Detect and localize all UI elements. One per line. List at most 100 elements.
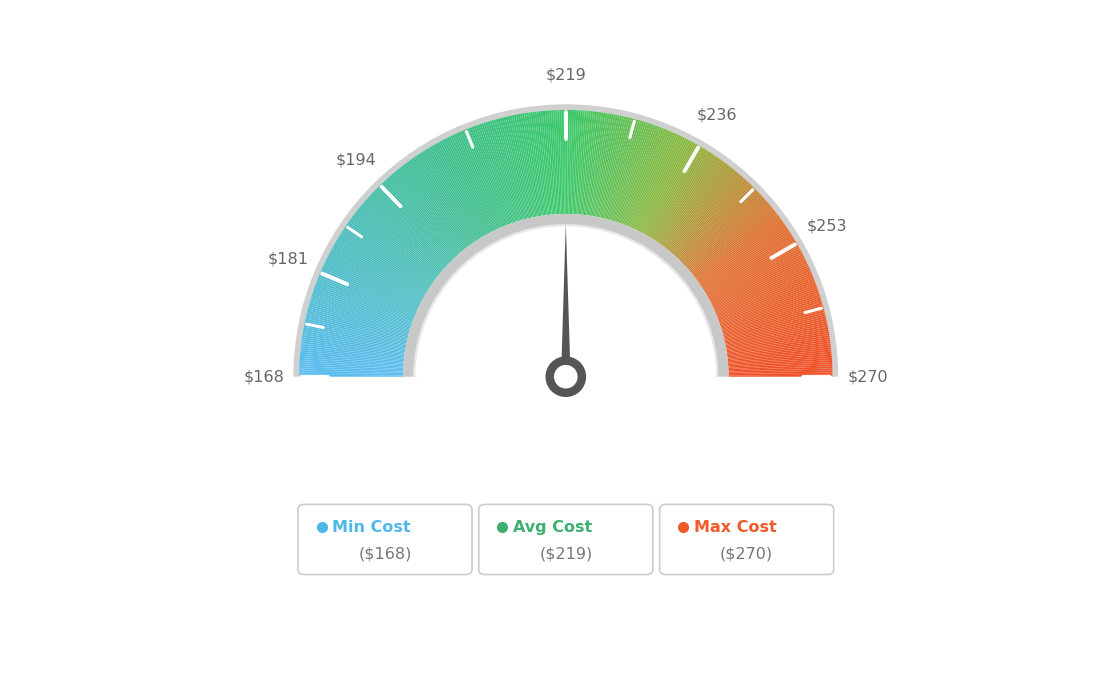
Wedge shape: [687, 197, 765, 268]
Wedge shape: [726, 335, 829, 353]
Wedge shape: [716, 277, 814, 317]
Wedge shape: [651, 149, 707, 239]
Wedge shape: [654, 152, 711, 240]
Wedge shape: [319, 275, 415, 315]
Wedge shape: [728, 354, 831, 364]
Wedge shape: [650, 148, 705, 238]
Wedge shape: [585, 112, 599, 215]
Wedge shape: [435, 143, 487, 235]
Wedge shape: [325, 262, 420, 308]
Wedge shape: [598, 115, 622, 217]
Wedge shape: [439, 141, 490, 233]
Bar: [204, 453, 927, 614]
Wedge shape: [629, 131, 671, 227]
Wedge shape: [384, 179, 456, 257]
Wedge shape: [703, 234, 793, 290]
Wedge shape: [321, 267, 417, 311]
Wedge shape: [302, 328, 405, 348]
Text: $270: $270: [847, 369, 888, 384]
Wedge shape: [573, 110, 581, 214]
Wedge shape: [700, 227, 787, 286]
Wedge shape: [720, 293, 819, 326]
Wedge shape: [343, 228, 431, 287]
Wedge shape: [724, 315, 826, 340]
Wedge shape: [466, 128, 506, 226]
Wedge shape: [708, 246, 799, 298]
Wedge shape: [596, 115, 618, 217]
Wedge shape: [340, 232, 429, 290]
Wedge shape: [333, 244, 424, 297]
Wedge shape: [710, 254, 804, 303]
Wedge shape: [586, 112, 602, 215]
Wedge shape: [704, 237, 795, 293]
Wedge shape: [362, 204, 442, 272]
Wedge shape: [501, 117, 528, 219]
Wedge shape: [709, 250, 802, 301]
Wedge shape: [506, 117, 530, 218]
Wedge shape: [351, 217, 436, 280]
Wedge shape: [300, 350, 404, 362]
Wedge shape: [728, 356, 832, 365]
Wedge shape: [522, 113, 540, 216]
Wedge shape: [299, 360, 403, 368]
Text: $236: $236: [697, 108, 737, 123]
Wedge shape: [570, 110, 574, 214]
Wedge shape: [666, 166, 731, 249]
Wedge shape: [338, 235, 427, 292]
Wedge shape: [432, 145, 485, 236]
Wedge shape: [722, 300, 822, 331]
Wedge shape: [718, 282, 816, 320]
Wedge shape: [575, 110, 583, 215]
Wedge shape: [660, 159, 723, 245]
Wedge shape: [592, 113, 609, 216]
Wedge shape: [725, 327, 828, 348]
Wedge shape: [626, 128, 666, 226]
Wedge shape: [301, 339, 405, 355]
Wedge shape: [699, 224, 785, 284]
Wedge shape: [299, 368, 403, 373]
Wedge shape: [332, 246, 424, 298]
Wedge shape: [723, 306, 824, 335]
Wedge shape: [486, 121, 518, 221]
Wedge shape: [413, 224, 719, 377]
Wedge shape: [721, 296, 820, 329]
Wedge shape: [569, 110, 572, 214]
Wedge shape: [511, 115, 534, 217]
Wedge shape: [725, 323, 828, 345]
Wedge shape: [516, 115, 537, 217]
Wedge shape: [397, 168, 464, 250]
Wedge shape: [700, 225, 786, 285]
Wedge shape: [562, 110, 564, 214]
Wedge shape: [636, 136, 683, 230]
Wedge shape: [580, 111, 591, 215]
Wedge shape: [669, 170, 736, 251]
Wedge shape: [729, 366, 832, 372]
Wedge shape: [657, 156, 718, 243]
Wedge shape: [335, 243, 425, 296]
Wedge shape: [337, 237, 427, 293]
Wedge shape: [477, 124, 513, 223]
Wedge shape: [305, 321, 406, 344]
Wedge shape: [319, 273, 416, 315]
Wedge shape: [380, 184, 454, 260]
Wedge shape: [564, 110, 566, 214]
Wedge shape: [583, 111, 595, 215]
Wedge shape: [659, 159, 721, 244]
Wedge shape: [301, 337, 405, 354]
Wedge shape: [403, 214, 729, 377]
Wedge shape: [299, 373, 403, 375]
Wedge shape: [719, 284, 817, 322]
Wedge shape: [426, 148, 481, 238]
Wedge shape: [421, 152, 478, 240]
Wedge shape: [615, 122, 648, 222]
Wedge shape: [549, 110, 556, 215]
Wedge shape: [454, 134, 499, 229]
Wedge shape: [311, 294, 411, 328]
Wedge shape: [698, 221, 784, 283]
Wedge shape: [729, 375, 832, 377]
Wedge shape: [671, 174, 741, 254]
Wedge shape: [404, 164, 468, 247]
Wedge shape: [555, 110, 561, 214]
Wedge shape: [725, 321, 827, 344]
Wedge shape: [306, 315, 407, 340]
